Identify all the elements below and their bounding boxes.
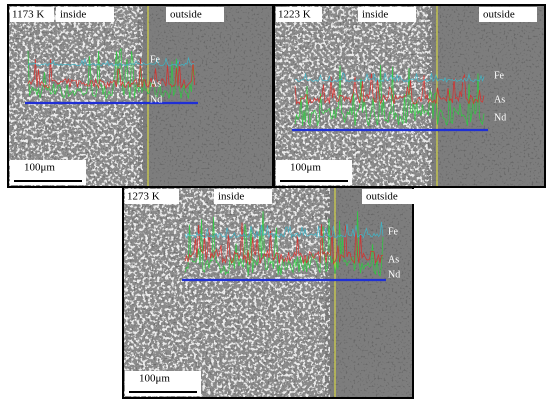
nd-scan [184,211,384,278]
element-label el: Nd [150,94,162,105]
inside-box [56,7,114,22]
scale-bar-label: 100μm [290,162,321,174]
temperature-box [10,7,54,22]
temperature-label: 1173 K [12,9,44,21]
element-label el: As [494,94,505,105]
nd-scan [27,48,195,101]
temperature-box [125,189,179,204]
outside-label: outside [170,9,202,21]
as-scan [294,73,485,106]
outside-label: outside [366,191,398,203]
inside-box [214,189,272,204]
panels: 1173 K inside outside Fe As Nd 100μm 1223 K insi… [7,4,546,399]
element-label el: Nd [494,112,506,123]
micrograph-panel: 1173 K inside outside Fe As Nd 100μm [7,4,274,188]
inside-label: inside [60,9,86,21]
image [123,187,413,398]
outside-box [362,189,420,204]
scale-bar-label: 100μm [24,162,55,174]
fe-scan [184,221,384,240]
dark-spots [123,187,413,398]
dark-spots [8,5,273,187]
inside-box [358,7,416,22]
temperature-label: 1223 K [278,9,311,21]
element-label el: As [388,254,399,265]
element-label el: Fe [388,226,399,237]
inside-label: inside [218,191,244,203]
outside-box [166,7,224,22]
outside-label: outside [483,9,515,21]
temperature-box [276,7,322,22]
panel-border [122,186,414,399]
fe-scan [294,71,485,84]
nd-scan [294,64,485,127]
micrograph-panel: 1273 K inside outside Fe As Nd 100μm [122,186,420,399]
temperature-label: 1273 K [127,191,160,203]
element-label el: As [150,78,161,89]
dark-spots [274,5,545,187]
element-label el: Fe [494,70,505,81]
image [274,5,545,187]
as-scan [27,58,195,90]
outside-box [479,7,537,22]
micrograph-panel: 1223 K inside outside Fe As Nd 100μm [273,4,546,188]
element-label el: Nd [388,269,400,280]
element-label el: Fe [150,54,161,65]
image [8,5,273,187]
as-scan [184,222,384,266]
inside-label: inside [362,9,388,21]
scale-bar-label: 100μm [139,373,170,385]
fe-scan [27,56,195,67]
